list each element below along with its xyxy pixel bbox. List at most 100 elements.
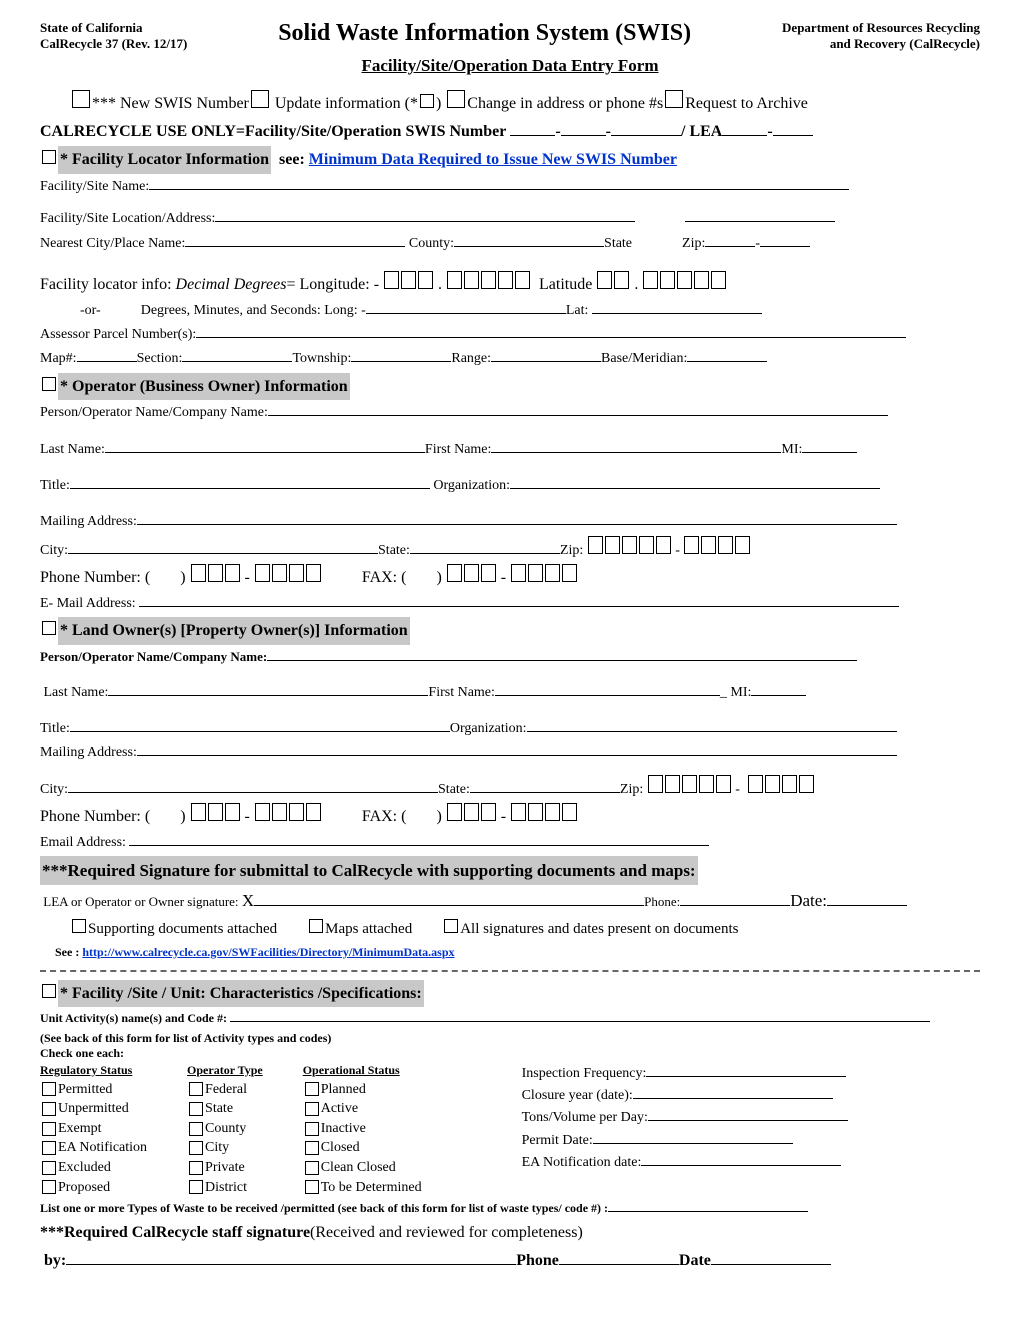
fx3-5[interactable] <box>528 803 543 821</box>
fx2-2[interactable] <box>464 564 479 582</box>
zip3-8[interactable] <box>782 775 797 793</box>
ph2-2[interactable] <box>208 564 223 582</box>
fx2-5[interactable] <box>528 564 543 582</box>
last2-field[interactable] <box>105 439 425 453</box>
lon-f5[interactable] <box>515 271 530 289</box>
unit-field[interactable] <box>230 1010 930 1022</box>
map-field[interactable] <box>77 348 137 362</box>
zip3-6[interactable] <box>748 775 763 793</box>
fx2-1[interactable] <box>447 564 462 582</box>
base-field[interactable] <box>687 348 767 362</box>
mail3-field[interactable] <box>137 742 897 756</box>
lat-f2[interactable] <box>660 271 675 289</box>
listone-field[interactable] <box>608 1200 808 1212</box>
state3-field[interactable] <box>470 779 620 793</box>
zip3-7[interactable] <box>765 775 780 793</box>
zip3-2[interactable] <box>665 775 680 793</box>
lon-f1[interactable] <box>447 271 462 289</box>
org3-field[interactable] <box>527 718 897 732</box>
right-field-4[interactable] <box>641 1152 841 1166</box>
lea-field-2[interactable] <box>773 120 813 136</box>
apn-field[interactable] <box>196 324 906 338</box>
phone4-field[interactable] <box>559 1249 679 1265</box>
lon-f4[interactable] <box>498 271 513 289</box>
checkbox-stat-3[interactable] <box>305 1141 319 1155</box>
ph3-4[interactable] <box>255 803 270 821</box>
mi3-field[interactable] <box>751 682 806 696</box>
city3-field[interactable] <box>68 779 438 793</box>
checkbox-reg-3[interactable] <box>42 1141 56 1155</box>
lat-d2[interactable] <box>614 271 629 289</box>
checkbox-stat-2[interactable] <box>305 1122 319 1136</box>
dms-lat-field[interactable] <box>592 300 762 314</box>
checkbox-sec4[interactable] <box>42 984 56 998</box>
checkbox-stat-4[interactable] <box>305 1161 319 1175</box>
checkbox-update[interactable] <box>251 90 269 108</box>
fx3-2[interactable] <box>464 803 479 821</box>
swis-field-1[interactable] <box>510 120 555 136</box>
right-field-0[interactable] <box>646 1063 846 1077</box>
first2-field[interactable] <box>491 439 781 453</box>
township-field[interactable] <box>351 348 451 362</box>
title3-field[interactable] <box>70 718 450 732</box>
date4-field[interactable] <box>711 1249 831 1265</box>
lon-d2[interactable] <box>401 271 416 289</box>
lat-f4[interactable] <box>694 271 709 289</box>
city2-field[interactable] <box>68 540 378 554</box>
ph3-3[interactable] <box>225 803 240 821</box>
mi2-field[interactable] <box>802 439 857 453</box>
lon-d1[interactable] <box>384 271 399 289</box>
zip2-6[interactable] <box>684 536 699 554</box>
ph2-4[interactable] <box>255 564 270 582</box>
lea-field-1[interactable] <box>722 120 767 136</box>
checkbox-reg-5[interactable] <box>42 1180 56 1194</box>
fx3-3[interactable] <box>481 803 496 821</box>
checkbox-op-4[interactable] <box>189 1161 203 1175</box>
checkbox-change-addr[interactable] <box>447 90 465 108</box>
lat-f5[interactable] <box>711 271 726 289</box>
checkbox-reg-1[interactable] <box>42 1102 56 1116</box>
lon-f3[interactable] <box>481 271 496 289</box>
person3-field[interactable] <box>267 648 857 661</box>
ph3-6[interactable] <box>289 803 304 821</box>
first3-field[interactable] <box>495 682 720 696</box>
ph2-1[interactable] <box>191 564 206 582</box>
right-field-3[interactable] <box>593 1130 793 1144</box>
checkbox-op-2[interactable] <box>189 1122 203 1136</box>
sig-field[interactable] <box>254 893 644 906</box>
checkbox-op-0[interactable] <box>189 1082 203 1096</box>
right-field-2[interactable] <box>648 1107 848 1121</box>
ph3-5[interactable] <box>272 803 287 821</box>
checkbox-stat-0[interactable] <box>305 1082 319 1096</box>
zip2-7[interactable] <box>701 536 716 554</box>
swis-field-2[interactable] <box>561 120 606 136</box>
sig-date-field[interactable] <box>827 893 907 906</box>
zip2-9[interactable] <box>735 536 750 554</box>
checkbox-sec3[interactable] <box>42 621 56 635</box>
lat-f1[interactable] <box>643 271 658 289</box>
fx2-6[interactable] <box>545 564 560 582</box>
zip-field1[interactable] <box>705 233 755 247</box>
zip2-2[interactable] <box>605 536 620 554</box>
fx2-7[interactable] <box>562 564 577 582</box>
mindata-link[interactable]: http://www.calrecycle.ca.gov/SWFacilitie… <box>82 943 454 962</box>
checkbox-op-3[interactable] <box>189 1141 203 1155</box>
by-field[interactable] <box>66 1249 516 1265</box>
checkbox-sec1[interactable] <box>42 150 56 164</box>
zip2-5[interactable] <box>656 536 671 554</box>
zip2-8[interactable] <box>718 536 733 554</box>
ph2-3[interactable] <box>225 564 240 582</box>
org2-field[interactable] <box>510 475 880 489</box>
ph2-5[interactable] <box>272 564 287 582</box>
checkbox-update-inner[interactable] <box>420 94 434 108</box>
ph2-7[interactable] <box>306 564 321 582</box>
checkbox-stat-5[interactable] <box>305 1180 319 1194</box>
site-name-field[interactable] <box>149 176 849 190</box>
email2-field[interactable] <box>139 593 899 607</box>
fx3-7[interactable] <box>562 803 577 821</box>
checkbox-maps[interactable] <box>309 919 323 933</box>
checkbox-supporting[interactable] <box>72 919 86 933</box>
checkbox-stat-1[interactable] <box>305 1102 319 1116</box>
zip3-3[interactable] <box>682 775 697 793</box>
checkbox-op-1[interactable] <box>189 1102 203 1116</box>
